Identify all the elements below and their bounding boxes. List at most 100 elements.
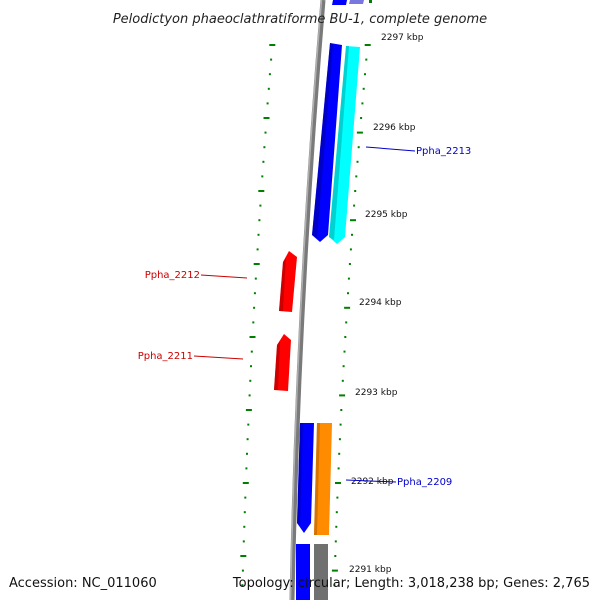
scale-tick [337,467,340,470]
scale-tick [364,44,371,46]
tick-label: 2293 kbp [355,388,398,398]
scale-tick [266,102,269,105]
scale-tick [335,525,338,528]
leader-line-2212 [200,274,248,279]
scale-tick [249,379,252,382]
scale-tick [241,584,244,587]
scale-tick [253,306,256,309]
cds-forward-top-2[interactable] [349,0,364,4]
scale-tick [345,321,348,324]
scale-tick [250,365,252,368]
cds-forward-cyan-shade [329,46,349,240]
cds-forward-orange-shade [314,423,320,535]
gene-label-ppha-2213[interactable]: Ppha_2213 [416,146,471,157]
gene-label-ppha-2211[interactable]: Ppha_2211 [138,351,193,362]
map-title: Pelodictyon phaeoclathratiforme BU-1, co… [113,12,487,27]
scale-tick [262,160,265,163]
scale-tick [257,233,260,236]
scale-tick [263,117,270,119]
scale-tick [340,409,343,411]
scale-tick [338,438,341,441]
scale-tick [344,306,351,309]
scale-tick [253,263,260,265]
leader-line-2211 [193,355,244,360]
scale-tick [246,438,249,441]
accession-text: Accession: NC_011060 [9,576,157,591]
scale-tick [342,365,345,368]
cds-grey-bottom[interactable] [314,544,328,600]
scale-tick [335,482,341,484]
scale-tick [331,569,338,572]
scale-tick [242,482,249,484]
cds-forward-blue-shade [312,43,333,238]
scale-tick [364,73,366,76]
cds-forward-top[interactable] [332,0,347,5]
gene-label-ppha-2209[interactable]: Ppha_2209 [397,477,452,488]
scale-tick [344,336,347,338]
tick-label: 2295 kbp [365,210,408,220]
genome-backbone-highlight [289,0,323,600]
scale-tick [336,496,339,499]
scale-tick [353,204,356,207]
scale-tick [267,87,270,90]
scale-tick [348,263,351,265]
scale-tick [254,277,257,280]
gene-label-ppha-2212[interactable]: Ppha_2212 [145,270,200,281]
scale-tick [339,423,342,426]
scale-tick [270,58,273,61]
scale-tick [250,350,253,353]
cds-reverse-2211-shade [274,341,280,390]
tick-label: 2297 kbp [381,33,424,43]
scale-tick [249,336,256,338]
scale-tick [334,555,337,557]
scale-tick [338,452,341,455]
scale-tick [256,248,259,251]
scale-tick [354,190,357,192]
cds-forward-blue-2-shade [297,423,303,526]
scale-tick [339,394,346,397]
scale-tick [259,204,262,207]
tick-top [369,0,372,3]
scale-tick [242,540,245,543]
scale-tick [246,452,248,455]
scale-tick [261,175,264,178]
scale-tick [349,248,352,251]
scale-tick [268,73,271,76]
tick-label: 2294 kbp [359,298,402,308]
cds-forward-bottom[interactable] [296,544,310,600]
tick-label: 2292 kbp [351,477,394,487]
tick-label: 2296 kbp [373,123,416,133]
scale-tick [360,117,363,119]
scale-tick [258,219,261,222]
scale-tick [341,379,344,382]
scale-tick [252,321,255,324]
scale-tick [351,233,353,236]
leader-line-2213 [365,146,416,152]
scale-tick [355,175,358,178]
scale-tick [248,394,251,397]
scale-tick [350,219,356,222]
scale-tick [334,540,337,543]
scale-tick [333,584,336,587]
scale-tick [361,102,364,105]
scale-tick [244,496,247,499]
scale-tick [362,87,365,90]
scale-tick [240,555,247,557]
scale-tick [253,292,256,295]
scale-tick [247,423,250,426]
outer-scale-ring [331,44,371,587]
scale-tick [245,409,252,411]
scale-labels: 2297 kbp 2296 kbp 2295 kbp 2294 kbp 2293… [349,33,424,575]
cds-reverse-2212-shade [279,258,286,311]
topology-summary: Topology: circular; Length: 3,018,238 bp… [232,576,590,591]
scale-tick [243,525,246,528]
scale-tick [269,44,276,46]
scale-tick [263,146,266,149]
cds-forward-cyan[interactable] [329,46,360,244]
scale-tick [356,131,363,134]
scale-tick [258,190,265,192]
scale-tick [365,58,368,61]
inner-scale-ring [240,44,276,587]
leader-line-2209 [345,479,397,483]
